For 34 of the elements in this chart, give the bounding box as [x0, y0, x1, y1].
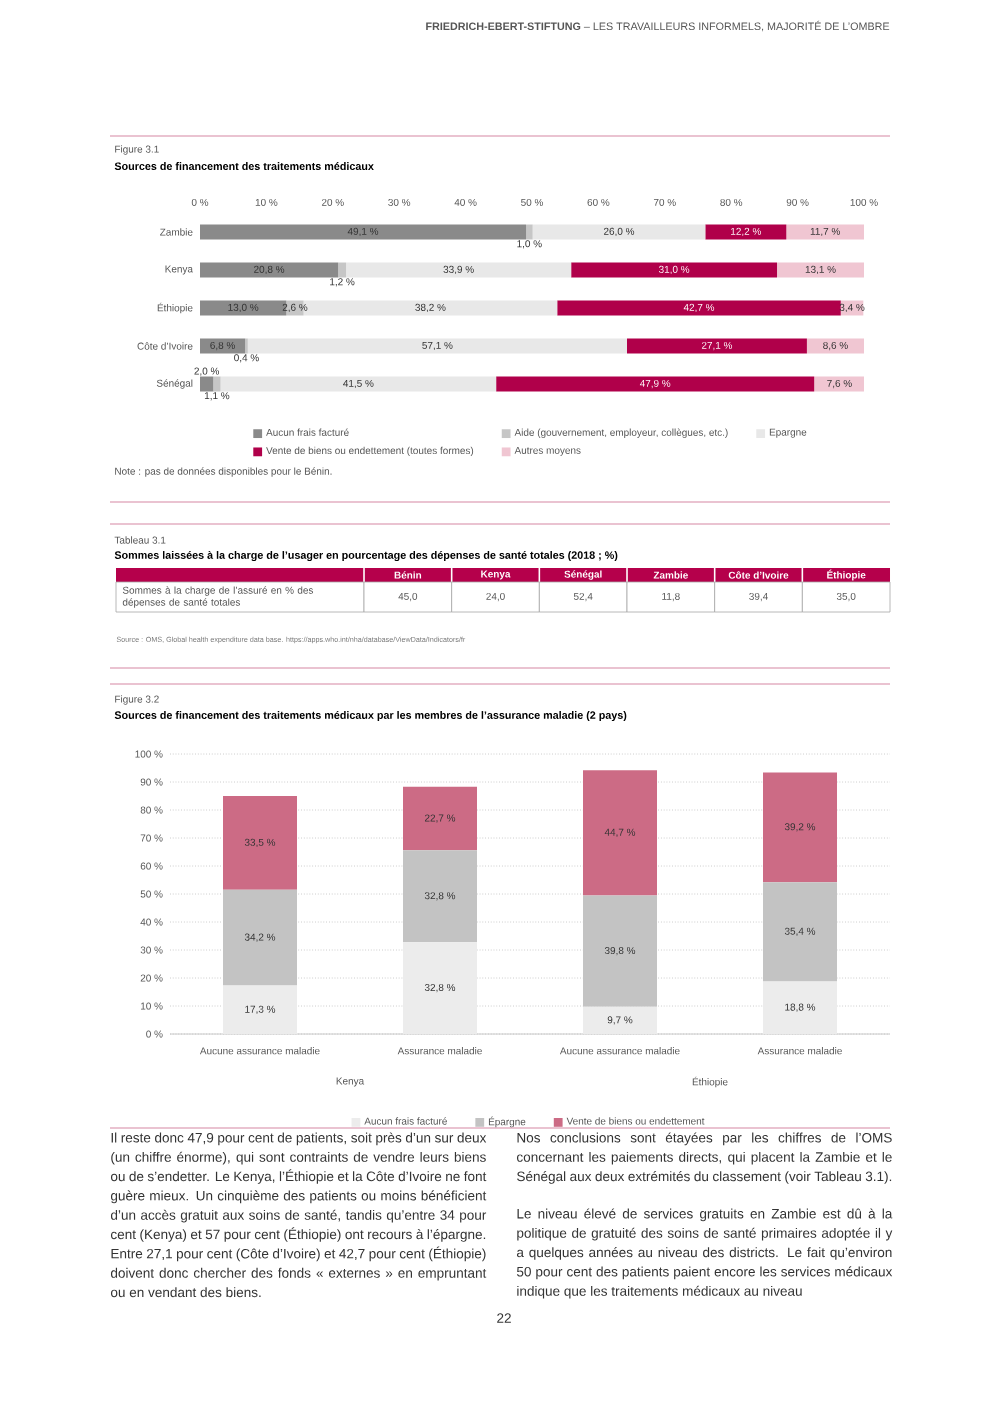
- bar: [583, 1006, 657, 1035]
- bar: [200, 262, 339, 278]
- bar: [247, 338, 627, 354]
- bar: [213, 376, 221, 392]
- bar: [526, 224, 533, 240]
- bar: [496, 376, 815, 392]
- bar: [583, 770, 657, 896]
- bar: [786, 224, 865, 240]
- bar: [403, 850, 477, 943]
- bar: [814, 376, 865, 392]
- bar: [763, 772, 838, 883]
- bar: [583, 895, 657, 1007]
- bar: [626, 338, 807, 354]
- bar: [223, 985, 297, 1035]
- bar: [200, 338, 246, 354]
- bar: [286, 300, 304, 316]
- bar: [777, 262, 865, 278]
- bar: [806, 338, 865, 354]
- bar: [338, 262, 347, 278]
- bar: [403, 942, 477, 1035]
- bar: [220, 376, 497, 392]
- bar: [763, 882, 838, 982]
- bar: [532, 224, 706, 240]
- bar: [346, 262, 572, 278]
- bar: [200, 224, 527, 240]
- bar: [303, 300, 558, 316]
- bar: [200, 376, 214, 392]
- bar: [223, 889, 297, 986]
- bar: [705, 224, 787, 240]
- bar: [557, 300, 841, 316]
- bar: [763, 981, 838, 1035]
- bar: [223, 796, 297, 890]
- bar: [571, 262, 778, 278]
- bar: [403, 786, 477, 851]
